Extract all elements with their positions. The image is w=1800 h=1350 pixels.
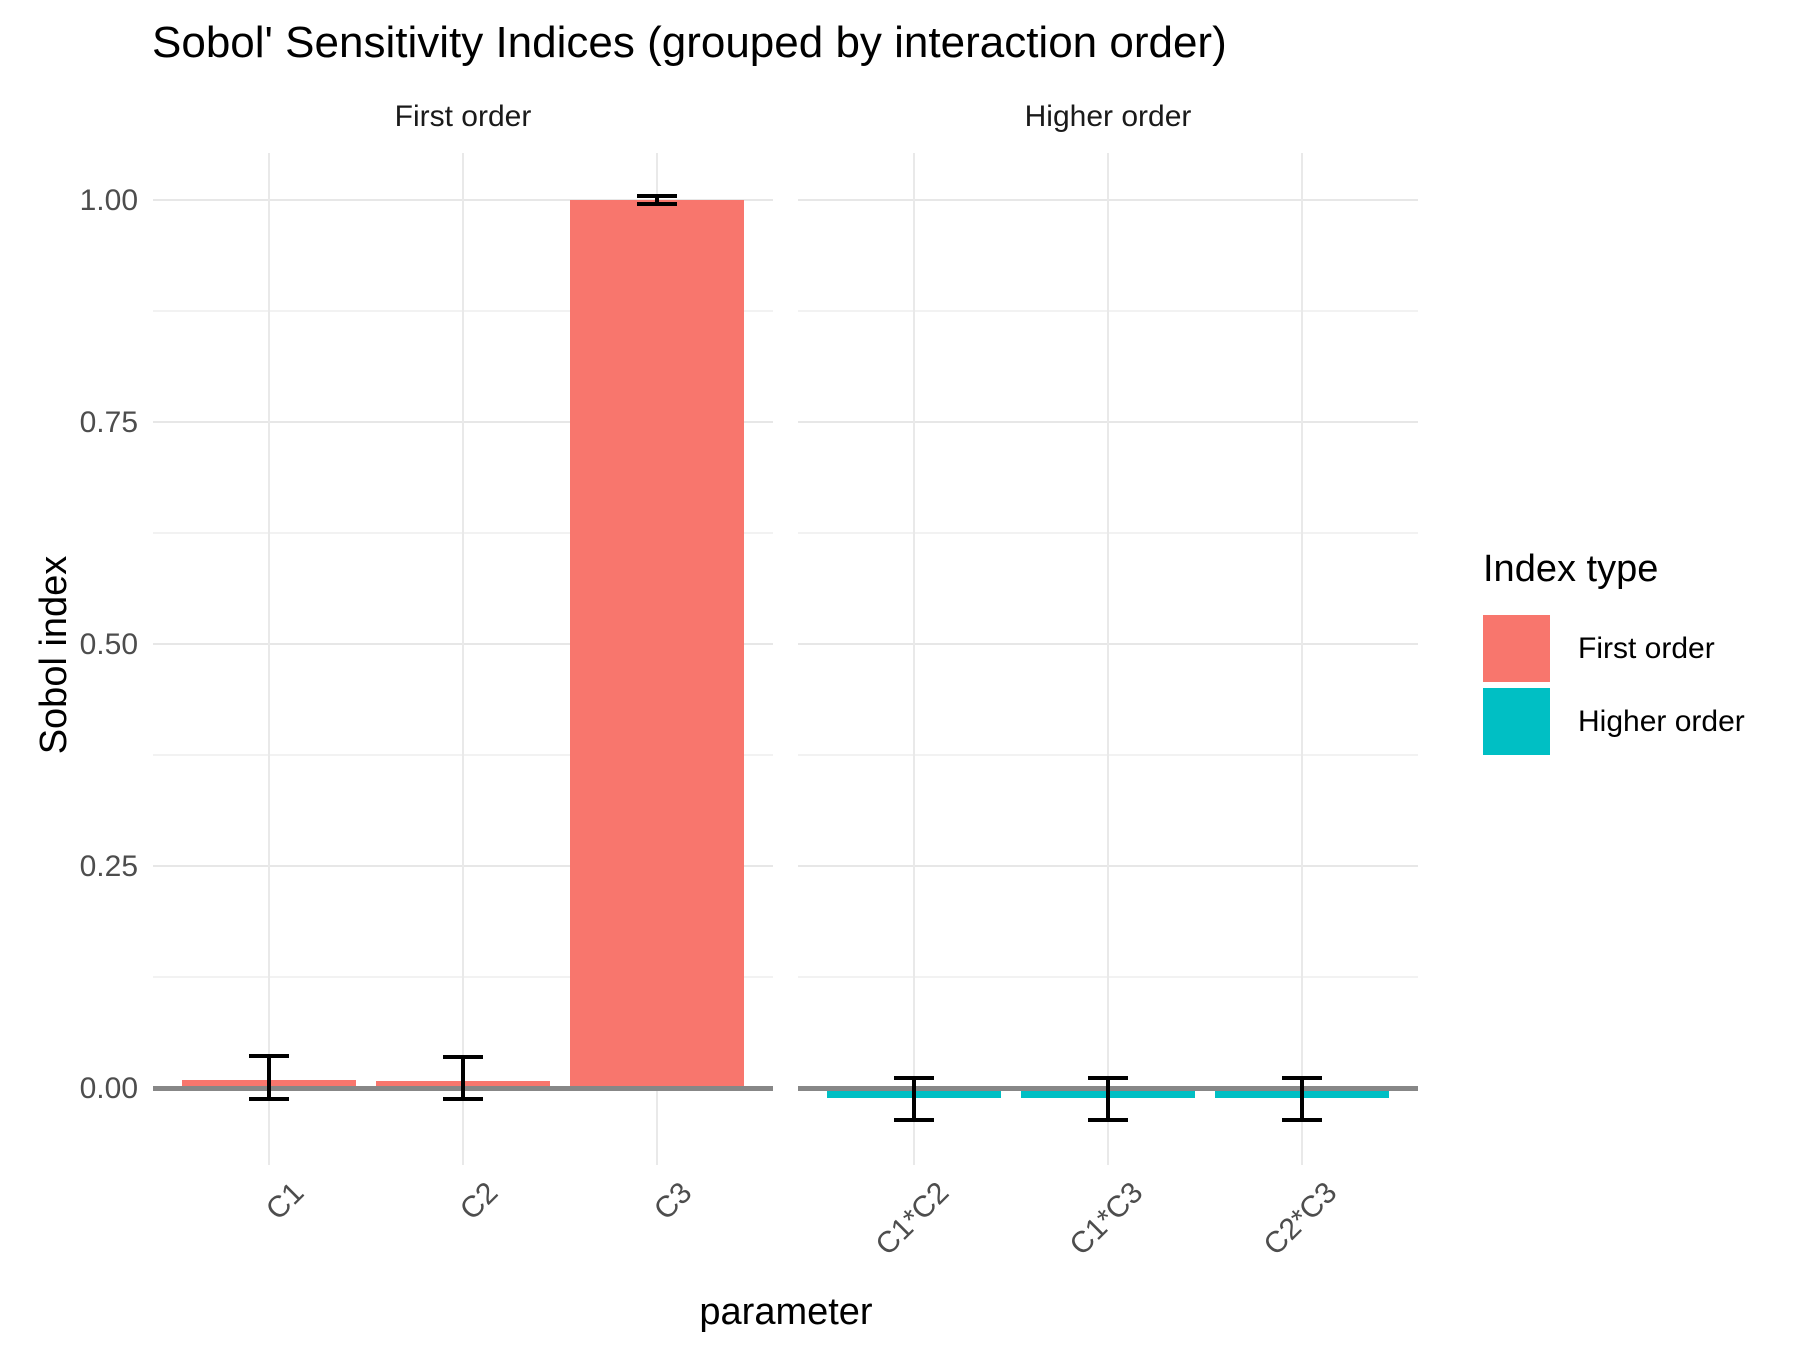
errorbar-line <box>654 196 659 204</box>
errorbar-cap-bottom <box>894 1117 935 1122</box>
errorbar-cap-bottom <box>249 1096 290 1101</box>
errorbar-cap-top <box>249 1054 290 1059</box>
errorbar-line <box>1299 1078 1304 1120</box>
errorbar-cap-top <box>443 1054 483 1059</box>
gridline-vertical <box>1300 153 1303 1165</box>
x-axis-title: parameter <box>699 1291 873 1333</box>
legend-item: First order <box>1483 615 1745 682</box>
errorbar-cap-bottom <box>443 1096 483 1101</box>
legend-item-label: First order <box>1578 631 1715 665</box>
x-tick-label: C1 <box>260 1176 311 1227</box>
errorbar-line <box>912 1078 917 1120</box>
errorbar-cap-bottom <box>1088 1117 1128 1122</box>
y-tick-label: 0.00 <box>79 1072 138 1105</box>
legend-key-swatch <box>1483 615 1550 682</box>
x-tick-label: C2 <box>453 1176 505 1227</box>
gridline-vertical <box>913 153 916 1165</box>
errorbar-cap-top <box>894 1076 935 1081</box>
legend-key-swatch <box>1483 688 1550 755</box>
y-tick-label: 0.75 <box>79 406 138 439</box>
errorbar-cap-top <box>1281 1076 1322 1081</box>
errorbar-line <box>1106 1078 1110 1120</box>
facet-panel <box>798 153 1418 1165</box>
gridline-vertical <box>1107 153 1109 1165</box>
y-tick-label: 1.00 <box>79 184 138 217</box>
errorbar-cap-bottom <box>636 201 677 206</box>
errorbar-cap-bottom <box>1281 1117 1322 1122</box>
y-tick-label: 0.25 <box>79 850 138 883</box>
facet-strip-label: Higher order <box>1024 100 1192 133</box>
plot-title: Sobol' Sensitivity Indices (grouped by i… <box>152 18 1227 67</box>
errorbar-cap-top <box>636 194 677 199</box>
legend: Index type First order Higher order <box>1483 545 1745 761</box>
gridline-vertical <box>462 153 464 1165</box>
legend-items: First order Higher order <box>1483 615 1745 755</box>
errorbar-line <box>461 1056 465 1099</box>
legend-item-label: Higher order <box>1578 704 1745 738</box>
legend-title: Index type <box>1483 548 1659 590</box>
y-tick-label: 0.50 <box>79 628 138 661</box>
facet-panel <box>153 153 773 1165</box>
legend-item: Higher order <box>1483 688 1745 755</box>
bar-C3 <box>569 200 744 1088</box>
x-tick-label: C2*C3 <box>1257 1176 1344 1262</box>
facet-strip-label: First order <box>394 100 532 133</box>
errorbar-line <box>267 1056 272 1099</box>
gridline-vertical <box>268 153 271 1165</box>
errorbar-cap-top <box>1088 1076 1128 1081</box>
